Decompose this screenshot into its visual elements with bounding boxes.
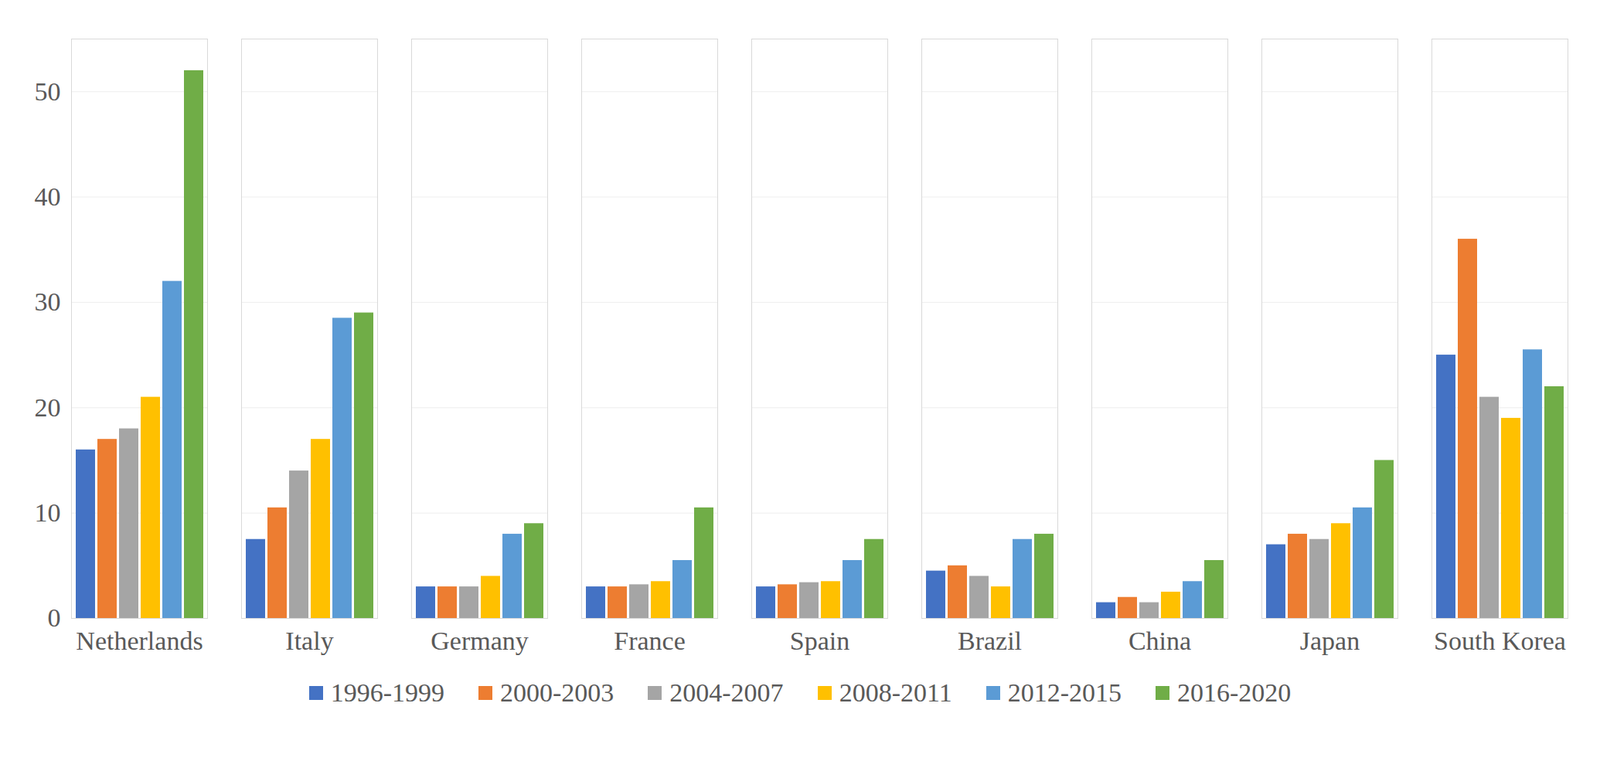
svg-text:Germany: Germany (430, 626, 529, 656)
svg-text:China: China (1128, 626, 1192, 656)
html-text:2004-2007: 2004-2007 (669, 678, 784, 708)
html-text:2008-2011: 2008-2011 (839, 678, 953, 708)
svg-text:Italy: Italy (285, 626, 334, 656)
svg-text:Brazil: Brazil (957, 626, 1022, 656)
html-text:1996-1999: 1996-1999 (330, 678, 445, 708)
svg-text:30: 30 (34, 287, 62, 317)
html-text:2012-2015: 2012-2015 (1007, 678, 1122, 708)
svg-text:Japan: Japan (1300, 626, 1360, 656)
svg-text:South Korea: South Korea (1433, 626, 1566, 656)
html-text:2000-2003: 2000-2003 (500, 678, 614, 708)
svg-text:40: 40 (34, 182, 62, 212)
svg-text:France: France (613, 626, 686, 656)
svg-text:50: 50 (34, 77, 62, 106)
svg-text:10: 10 (34, 498, 62, 528)
html-text:2016-2020: 2016-2020 (1177, 678, 1292, 708)
svg-text:0: 0 (47, 603, 62, 633)
svg-text:Spain: Spain (789, 626, 850, 656)
svg-text:Netherlands: Netherlands (75, 626, 203, 656)
svg-text:20: 20 (34, 393, 62, 423)
